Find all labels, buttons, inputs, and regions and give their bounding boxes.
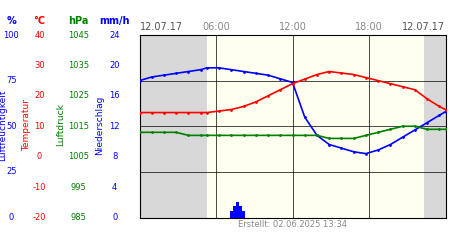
Bar	[239, 206, 242, 218]
Text: 06:00: 06:00	[202, 22, 230, 32]
Text: 12:00: 12:00	[279, 22, 306, 32]
Text: -20: -20	[33, 213, 46, 222]
Text: 12.07.17: 12.07.17	[140, 22, 183, 32]
Text: 1025: 1025	[68, 91, 89, 100]
Text: 1015: 1015	[68, 122, 89, 131]
Text: hPa: hPa	[68, 16, 89, 26]
Text: 40: 40	[34, 30, 45, 40]
Bar	[424, 35, 446, 218]
Text: 10: 10	[34, 122, 45, 131]
Text: 18:00: 18:00	[355, 22, 383, 32]
Bar	[236, 202, 238, 218]
Text: 100: 100	[4, 30, 19, 40]
Text: Temperatur: Temperatur	[22, 99, 31, 151]
Text: 50: 50	[6, 122, 17, 131]
Text: 12: 12	[109, 122, 120, 131]
Bar	[207, 35, 424, 218]
Text: Luftdruck: Luftdruck	[56, 104, 65, 146]
Text: -10: -10	[33, 182, 46, 192]
Text: 0: 0	[9, 213, 14, 222]
Text: Erstellt: 02.06.2025 13:34: Erstellt: 02.06.2025 13:34	[238, 220, 347, 229]
Text: 985: 985	[71, 213, 87, 222]
Text: 12.07.17: 12.07.17	[402, 22, 446, 32]
Text: 24: 24	[109, 30, 120, 40]
Bar	[242, 212, 245, 218]
Bar	[140, 35, 207, 218]
Text: 995: 995	[71, 182, 86, 192]
Bar	[233, 206, 236, 218]
Text: 20: 20	[109, 61, 120, 70]
Text: Niederschlag: Niederschlag	[95, 95, 104, 155]
Bar	[230, 212, 233, 218]
Text: 75: 75	[6, 76, 17, 85]
Text: 20: 20	[34, 91, 45, 100]
Text: 16: 16	[109, 91, 120, 100]
Text: 8: 8	[112, 152, 117, 161]
Text: 0: 0	[37, 152, 42, 161]
Text: %: %	[6, 16, 16, 26]
Text: 1045: 1045	[68, 30, 89, 40]
Text: Luftfeuchtigkeit: Luftfeuchtigkeit	[0, 89, 7, 161]
Text: 30: 30	[34, 61, 45, 70]
Text: 25: 25	[6, 168, 17, 176]
Text: mm/h: mm/h	[99, 16, 130, 26]
Text: 1005: 1005	[68, 152, 89, 161]
Text: °C: °C	[34, 16, 45, 26]
Text: 0: 0	[112, 213, 117, 222]
Text: 4: 4	[112, 182, 117, 192]
Text: 1035: 1035	[68, 61, 89, 70]
